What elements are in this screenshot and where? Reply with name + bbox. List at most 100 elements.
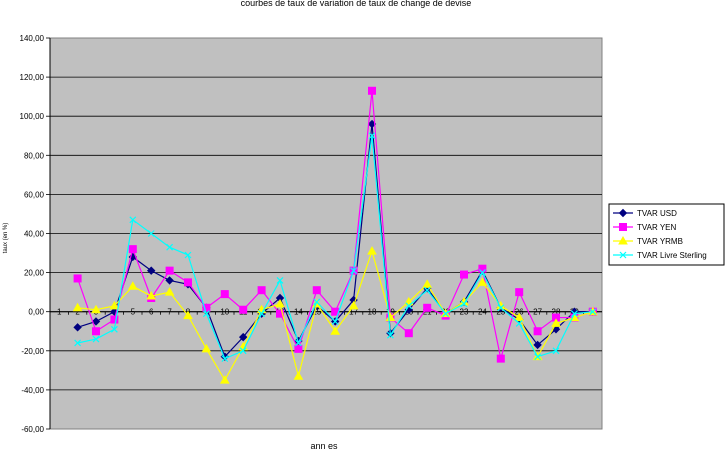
gridlines <box>50 76 602 391</box>
legend: TVAR USD TVAR YEN TVAR YRMB TVAR Livre Ster… <box>608 203 725 266</box>
x-tick-label: 10 <box>220 308 229 317</box>
data-point <box>442 310 450 318</box>
data-point <box>404 329 413 338</box>
data-point <box>184 278 192 287</box>
legend-item: TVAR Livre Sterling <box>613 251 707 260</box>
series-layer <box>72 86 598 384</box>
legend-label: TVAR USD <box>637 209 677 218</box>
marker-stroke <box>368 132 376 140</box>
data-point <box>423 286 431 294</box>
data-point <box>109 300 120 310</box>
x-tick-label: 2 <box>75 308 80 317</box>
data-point <box>73 323 82 332</box>
y-tick-label: 60,00 <box>24 190 45 199</box>
x-tick-label: 9 <box>204 308 209 317</box>
data-point <box>202 303 211 312</box>
y-tick-label: 120,00 <box>20 73 45 82</box>
data-point <box>276 276 284 284</box>
marker-stroke <box>570 310 578 318</box>
data-point <box>589 308 597 316</box>
data-point <box>72 302 83 312</box>
y-axis: -60,00 -40,00 -20,00 0,00 20,00 40,00 60,00 80,… <box>20 34 51 434</box>
legend-label: TVAR YEN <box>637 223 676 232</box>
x-tick-label: 6 <box>149 308 154 317</box>
x-tick-label: 26 <box>515 308 524 317</box>
legend-label: TVAR YRMB <box>637 237 683 246</box>
x-axis-title: ann es <box>310 441 338 451</box>
data-point <box>183 310 193 320</box>
legend-marker <box>619 251 627 259</box>
data-point <box>460 270 468 279</box>
data-point <box>220 290 229 299</box>
y-tick-label: 20,00 <box>24 269 45 278</box>
marker-stroke <box>442 310 450 318</box>
data-point <box>460 300 468 308</box>
x-tick-label: 21 <box>423 308 432 317</box>
x-tick-label: 27 <box>533 308 542 317</box>
x-tick-label: 18 <box>368 308 377 317</box>
marker-stroke <box>350 267 358 275</box>
data-point <box>92 335 100 343</box>
data-point <box>294 344 303 353</box>
data-point <box>312 286 321 295</box>
x-tick-label: 28 <box>552 308 561 317</box>
data-point <box>422 279 433 288</box>
marker-stroke <box>221 355 229 363</box>
data-point <box>146 291 157 300</box>
y-axis-title: taux (en %) <box>3 223 9 254</box>
data-point <box>221 355 229 363</box>
legend-label: TVAR Livre Sterling <box>637 251 707 260</box>
y-tick-label: -20,00 <box>21 347 44 356</box>
legend-item: TVAR YRMB <box>613 235 683 246</box>
data-point <box>258 310 266 318</box>
marker-stroke <box>331 318 339 325</box>
data-point <box>146 266 156 275</box>
x-tick-label: 7 <box>167 308 172 317</box>
data-point <box>368 132 376 140</box>
x-tick-label: 1 <box>57 308 62 317</box>
data-point <box>552 347 560 355</box>
y-tick-label: -40,00 <box>21 386 44 395</box>
y-tick-label: 0,00 <box>28 308 44 317</box>
x-tick-label: 23 <box>460 308 469 317</box>
data-point <box>201 343 212 353</box>
data-point <box>348 300 359 310</box>
data-point <box>92 327 100 336</box>
data-point <box>91 304 101 314</box>
marker-stroke <box>460 300 468 308</box>
data-point <box>184 251 192 259</box>
data-point <box>239 347 247 355</box>
y-tick-label: 80,00 <box>24 151 45 160</box>
data-point <box>165 276 174 285</box>
data-point <box>165 266 174 275</box>
data-point <box>275 298 285 308</box>
data-point <box>496 354 505 363</box>
marker-stroke <box>202 310 210 318</box>
marker-stroke <box>552 347 560 355</box>
data-point <box>423 303 432 312</box>
marker-stroke <box>294 339 302 347</box>
data-point <box>91 317 101 326</box>
marker-stroke <box>313 298 321 306</box>
data-point <box>128 245 137 254</box>
data-point <box>127 281 138 290</box>
y-tick-label: 40,00 <box>24 230 45 239</box>
data-point <box>239 305 248 314</box>
data-point <box>331 318 339 325</box>
data-point <box>367 246 377 255</box>
marker-stroke <box>74 339 82 347</box>
data-point <box>293 371 304 380</box>
data-point <box>514 312 525 322</box>
data-point <box>110 315 119 324</box>
marker-stroke <box>386 331 394 339</box>
data-point <box>478 269 486 277</box>
legend-marker <box>618 235 628 245</box>
data-point <box>164 287 175 296</box>
data-point <box>368 86 376 95</box>
data-point <box>533 340 542 350</box>
marker-stroke <box>478 269 486 277</box>
data-point <box>534 353 542 361</box>
data-point <box>129 216 137 224</box>
